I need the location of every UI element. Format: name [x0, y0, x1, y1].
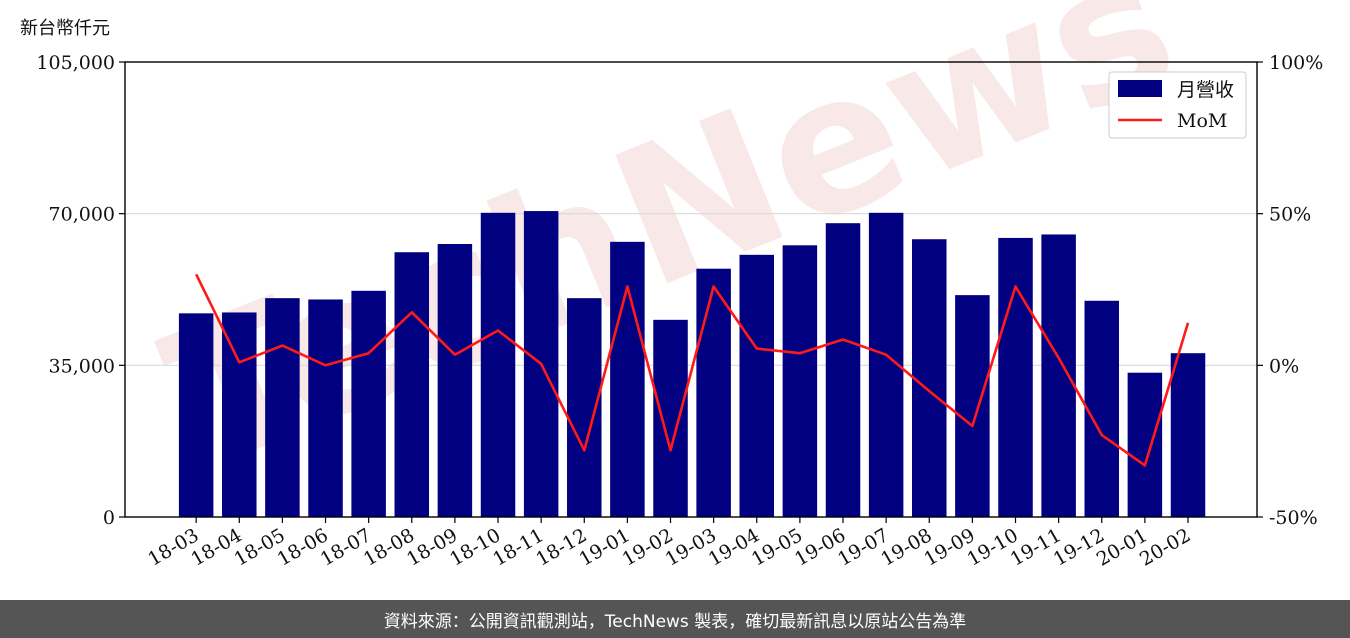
left-tick-label: 35,000 [49, 355, 115, 377]
mom-line [195, 273, 1190, 467]
legend-bar-swatch [1118, 80, 1162, 97]
bar-19-05 [782, 245, 818, 518]
bar-18-06 [308, 299, 343, 517]
x-tick-label-20-02: 20-02 [1136, 524, 1194, 570]
bar-18-04 [222, 312, 257, 517]
bar-19-10 [998, 237, 1033, 517]
left-tick-label: 0 [103, 507, 115, 529]
bar-18-08 [394, 252, 430, 517]
right-tick-label: 50% [1269, 204, 1311, 226]
bar-19-02 [653, 319, 688, 517]
bar-19-03 [696, 268, 731, 517]
bar-20-01 [1127, 372, 1163, 517]
bar-20-02 [1170, 353, 1206, 517]
bar-18-03 [178, 313, 214, 517]
bar-19-08 [912, 239, 947, 517]
legend-line-label: MoM [1177, 110, 1227, 132]
bar-18-07 [351, 290, 386, 517]
bar-19-12 [1084, 300, 1120, 517]
source-footer: 資料來源：公開資訊觀測站，TechNews 製表，確切最新訊息以原站公告為準 [0, 600, 1350, 638]
footer-text: 資料來源：公開資訊觀測站，TechNews 製表，確切最新訊息以原站公告為準 [383, 611, 967, 632]
right-tick-label: 0% [1269, 355, 1299, 377]
bar-19-11 [1041, 234, 1076, 517]
y-axis-unit-label: 新台幣仟元 [20, 18, 110, 39]
bar-18-10 [480, 212, 516, 518]
right-tick-label: 100% [1269, 52, 1323, 74]
bar-19-06 [825, 223, 861, 517]
bar-19-09 [955, 295, 990, 517]
legend-bar-label: 月營收 [1177, 79, 1234, 101]
right-tick-label: -50% [1269, 507, 1318, 529]
plot-frame [124, 61, 1258, 518]
bar-19-04 [739, 254, 775, 518]
bar-18-09 [437, 244, 473, 517]
left-tick-label: 105,000 [36, 52, 115, 74]
left-tick-label: 70,000 [49, 204, 115, 226]
bar-18-05 [265, 298, 300, 517]
revenue-chart: TechNews 035,00070,000105,000-50%0%50%10… [36, 0, 1323, 571]
bar-19-01 [610, 241, 645, 518]
legend: 月營收 MoM [1108, 71, 1247, 139]
